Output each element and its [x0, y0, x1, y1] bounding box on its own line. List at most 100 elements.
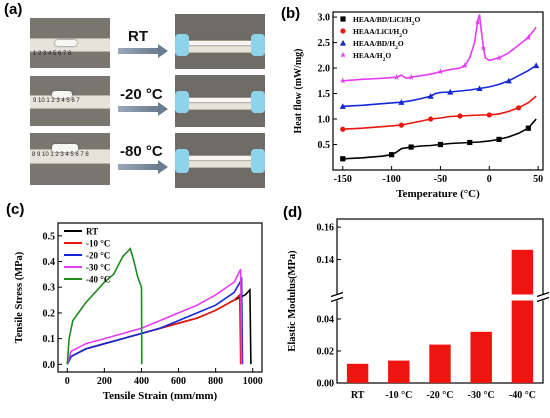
data-point — [457, 113, 463, 119]
dsc-chart: -150 -100 -50 0 50 0.5 1.0 1.5 2.0 2.5 3.0 Temperat… — [293, 11, 544, 200]
x-tick-label: -30 °C — [468, 390, 495, 401]
y-tick-label: 0.4 — [43, 257, 56, 268]
modulus-chart: RT -10 °C -20 °C -30 °C -40 °C 0.00 0.02 0.04 0.… — [287, 218, 550, 401]
x-tick-label: 800 — [208, 376, 223, 387]
series-4 — [339, 14, 537, 84]
x-tick-label: -10 °C — [385, 390, 412, 401]
panel-a: (a) 1 2 3 4 5 6 7 8 9 10 1 2 3 4 5 6 7 8… — [0, 0, 275, 200]
data-point — [398, 122, 404, 128]
axis-break-mark — [536, 296, 550, 303]
label-rt: RT — [128, 28, 148, 45]
legend-marker — [340, 28, 346, 34]
plot-frame — [332, 11, 544, 171]
y-tick-label: 0.1 — [43, 334, 56, 345]
x-axis-label: Tensile Strain (mm/mm) — [103, 390, 218, 402]
x-tick-label: -20 °C — [426, 390, 453, 401]
data-point — [437, 68, 444, 75]
ruler-numbers-b: 9 10 1 2 3 4 5 6 7 — [33, 98, 80, 104]
data-point — [467, 139, 473, 146]
y-tick-label: 0.14 — [317, 255, 335, 266]
y-tick-label: 0.5 — [43, 231, 56, 242]
series-line — [66, 247, 143, 365]
bar — [388, 360, 410, 383]
axis-break-mark — [330, 296, 344, 303]
y-tick-label: 0.16 — [317, 223, 335, 234]
data-point — [339, 77, 346, 84]
axis-break-mark — [330, 291, 344, 298]
data-point — [525, 34, 532, 41]
data-point — [447, 88, 454, 95]
legend-label: -30 °C — [86, 263, 110, 273]
series-line — [342, 14, 537, 82]
panel-a-label: (a) — [4, 1, 23, 18]
x-tick-label: 0 — [487, 174, 492, 185]
legend-label: RT — [86, 227, 98, 237]
series-3 — [339, 62, 540, 109]
bar — [429, 344, 451, 383]
arrows — [118, 44, 168, 174]
legend-label: HEAA/LiCl/H2O — [353, 27, 408, 39]
data-point — [340, 126, 346, 132]
data-point — [505, 77, 512, 84]
series-line — [342, 118, 537, 160]
y-tick-label: 0.3 — [43, 283, 56, 294]
arrow-minus20 — [118, 102, 168, 116]
y-tick-label: 0.00 — [317, 379, 335, 390]
series-1 — [340, 118, 537, 162]
plot-frame — [57, 222, 263, 373]
photo-minus80-stretched — [175, 133, 265, 188]
bar — [511, 249, 534, 383]
y-tick-label: 0.02 — [317, 347, 335, 358]
panel-d: (d) RT -10 °C -20 °C -30 °C -40 °C 0.00 0.02 0.… — [275, 204, 550, 418]
x-tick-label: -150 — [334, 174, 352, 185]
y-tick-label: 2.0 — [318, 64, 331, 75]
legend-label: HEAA/BD/H2O — [353, 39, 404, 51]
data-point — [462, 62, 468, 69]
data-point — [398, 99, 405, 105]
series-5 — [66, 247, 143, 365]
axis-break-mark — [536, 291, 550, 298]
y-tick-label: 0.5 — [318, 140, 331, 151]
data-point — [408, 144, 414, 150]
x-tick-label: 50 — [533, 174, 543, 185]
x-tick-label: RT — [351, 390, 365, 401]
y-axis-label: Tensile Stress (MPa) — [14, 251, 25, 343]
data-point — [339, 103, 346, 109]
panel-b: (b) -150 -100 -50 0 50 0.5 1.0 1.5 2.0 2.5 3.0 Temp… — [275, 0, 550, 205]
data-point — [533, 62, 540, 69]
series-4 — [66, 268, 243, 365]
legend-label: HEAA/H2O — [353, 51, 391, 63]
legend-marker — [339, 39, 347, 46]
photo-minus20-stretched — [175, 75, 265, 127]
data-point — [486, 112, 492, 118]
legend-label: HEAA/BD/LiCl/H2O — [353, 15, 421, 27]
bar — [346, 363, 369, 383]
x-tick-label: -50 — [434, 174, 447, 185]
x-tick-label: -40 °C — [509, 390, 536, 401]
axis-break-gap — [331, 294, 549, 301]
data-point — [437, 141, 444, 148]
arrow-minus80 — [118, 160, 168, 174]
y-axis-label: Elastic Modulus(MPa) — [287, 250, 298, 352]
data-point — [476, 85, 483, 92]
tensile-chart: 0 200 400 600 800 1000 0.0 0.1 0.2 0.3 0.4 0.5 Tensi… — [14, 222, 263, 402]
y-axis-label: Heat flow (mW/mg) — [293, 49, 304, 134]
data-point — [393, 73, 400, 80]
data-point — [525, 125, 531, 131]
legend-marker — [340, 16, 346, 22]
series-line — [66, 268, 243, 365]
y-tick-label: 0.04 — [317, 315, 335, 326]
x-tick-label: -100 — [382, 174, 400, 185]
data-point — [408, 73, 414, 80]
data-point — [496, 54, 502, 61]
photo-minus80-before: 8 9 10 1 2 3 4 5 6 7 8 — [30, 133, 110, 185]
legend-label: -10 °C — [86, 239, 110, 249]
y-tick-label: 1.5 — [318, 89, 331, 100]
data-point — [480, 44, 487, 51]
y-tick-label: 0.0 — [43, 360, 56, 371]
data-point — [427, 92, 434, 99]
legend-marker — [340, 51, 346, 58]
series-3 — [66, 276, 244, 365]
y-tick-label: 0.2 — [43, 308, 56, 319]
legend-label: -40 °C — [86, 275, 110, 285]
